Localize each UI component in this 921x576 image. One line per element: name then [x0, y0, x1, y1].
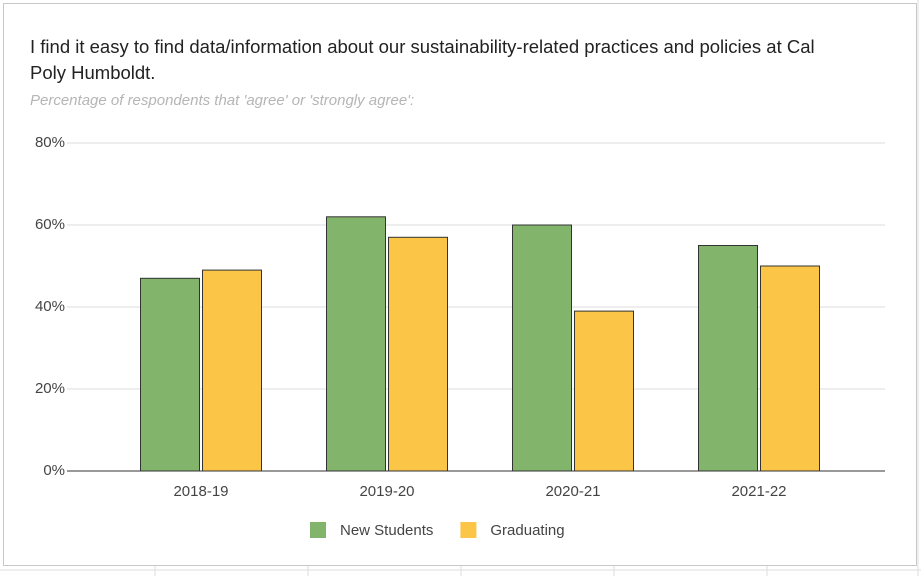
bar — [388, 236, 448, 472]
bar — [140, 277, 200, 472]
y-tick-label: 60% — [35, 216, 65, 233]
bar — [698, 245, 758, 472]
legend-swatch — [460, 522, 477, 538]
x-tick-label: 2020-21 — [545, 483, 600, 500]
y-tick-label: 0% — [43, 462, 65, 479]
x-tick-label: 2021-22 — [731, 483, 786, 500]
chart-subtitle: Percentage of respondents that 'agree' o… — [30, 92, 415, 109]
bar — [202, 269, 262, 472]
bar — [760, 265, 820, 472]
y-tick-label: 20% — [35, 380, 65, 397]
legend-label: New Students — [340, 522, 433, 539]
y-tick-label: 80% — [35, 134, 65, 151]
bar — [512, 224, 572, 472]
legend-swatch — [310, 522, 326, 538]
chart-title: I find it easy to find data/information … — [30, 36, 815, 83]
x-tick-label: 2018-19 — [173, 483, 228, 500]
bar — [326, 216, 386, 472]
bar — [574, 310, 634, 472]
x-tick-label: 2019-20 — [359, 483, 414, 500]
y-tick-label: 40% — [35, 298, 65, 315]
legend-label: Graduating — [490, 522, 564, 539]
